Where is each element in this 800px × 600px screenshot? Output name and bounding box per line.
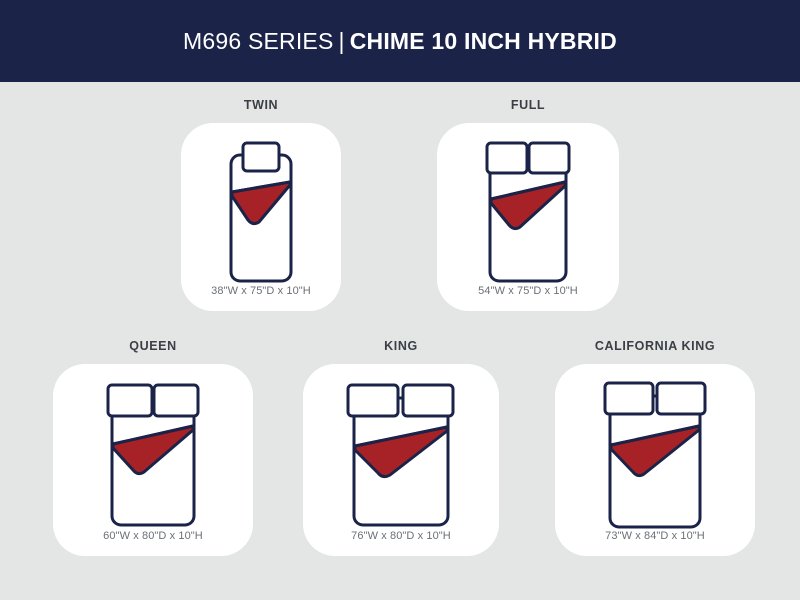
size-card-dimensions: 73"W x 84"D x 10"H [605, 529, 705, 542]
pillow-icon [527, 141, 571, 175]
size-card-queen[interactable]: QUEEN 60"W x 80"D x 10"H [53, 340, 253, 556]
size-card-king[interactable]: KING 76"W x 80"D x 10"H [303, 340, 499, 556]
size-card-body: 76"W x 80"D x 10"H [303, 363, 499, 556]
pillow-icon [655, 381, 707, 416]
pillow-icon [152, 383, 200, 418]
size-card-title: FULL [510, 98, 546, 112]
pillow-icon [241, 141, 281, 173]
bed-illustration-holder [191, 139, 331, 286]
model-label: CHIME 10 INCH HYBRID [349, 27, 617, 54]
bed-illustration-holder [447, 139, 609, 286]
size-card-body: 54"W x 75"D x 10"H [437, 122, 619, 311]
bed-icon [229, 141, 293, 283]
bed-icon [485, 141, 571, 283]
size-card-full[interactable]: FULL 54"W x 75"D x 10"H [437, 99, 619, 311]
page-header: M696 SERIES | CHIME 10 INCH HYBRID [0, 0, 800, 82]
size-card-body: 73"W x 84"D x 10"H [555, 363, 755, 556]
pillow-icon [401, 383, 455, 418]
bed-illustration-holder [565, 380, 745, 531]
pillow-icon [346, 383, 400, 418]
page-title: M696 SERIES | CHIME 10 INCH HYBRID [183, 27, 617, 54]
title-divider: | [338, 27, 345, 54]
size-card-title: TWIN [243, 98, 279, 112]
pillow-icon [485, 141, 529, 175]
size-card-title: CALIFORNIA KING [594, 339, 716, 353]
size-card-california-king[interactable]: CALIFORNIA KING 73"W x 84"D x 10"H [555, 340, 755, 556]
size-card-dimensions: 54"W x 75"D x 10"H [478, 284, 578, 297]
size-card-body: 38"W x 75"D x 10"H [181, 122, 341, 311]
size-card-dimensions: 38"W x 75"D x 10"H [211, 284, 311, 297]
size-card-body: 60"W x 80"D x 10"H [53, 363, 253, 556]
bed-illustration-holder [63, 380, 243, 531]
bed-illustration-holder [313, 380, 489, 531]
pillow-icon [106, 383, 154, 418]
size-card-dimensions: 60"W x 80"D x 10"H [103, 529, 203, 542]
pillow-icon [603, 381, 655, 416]
bed-icon [603, 381, 707, 529]
size-card-title: QUEEN [129, 339, 177, 353]
size-card-title: KING [384, 339, 418, 353]
bed-icon [346, 383, 455, 527]
size-card-twin[interactable]: TWIN 38"W x 75"D x 10"H [181, 99, 341, 311]
size-card-dimensions: 76"W x 80"D x 10"H [351, 529, 451, 542]
series-label: M696 SERIES [183, 27, 334, 54]
bed-icon [106, 383, 200, 527]
size-card-grid: TWIN 38"W x 75"D x 10"H [0, 82, 800, 600]
